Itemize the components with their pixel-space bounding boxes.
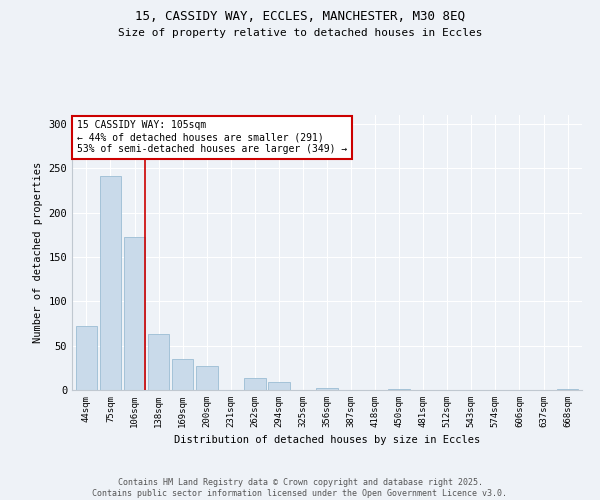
Bar — [557, 389, 578, 390]
Bar — [148, 334, 169, 390]
Bar — [76, 326, 97, 390]
Bar — [172, 359, 193, 390]
Text: 15 CASSIDY WAY: 105sqm
← 44% of detached houses are smaller (291)
53% of semi-de: 15 CASSIDY WAY: 105sqm ← 44% of detached… — [77, 120, 347, 154]
Bar — [244, 378, 266, 390]
Text: 15, CASSIDY WAY, ECCLES, MANCHESTER, M30 8EQ: 15, CASSIDY WAY, ECCLES, MANCHESTER, M30… — [135, 10, 465, 23]
Bar — [268, 382, 290, 390]
Text: Size of property relative to detached houses in Eccles: Size of property relative to detached ho… — [118, 28, 482, 38]
Bar — [100, 176, 121, 390]
Bar — [388, 389, 410, 390]
Text: Contains HM Land Registry data © Crown copyright and database right 2025.
Contai: Contains HM Land Registry data © Crown c… — [92, 478, 508, 498]
X-axis label: Distribution of detached houses by size in Eccles: Distribution of detached houses by size … — [174, 436, 480, 446]
Bar — [124, 236, 145, 390]
Bar — [196, 366, 218, 390]
Bar — [316, 388, 338, 390]
Y-axis label: Number of detached properties: Number of detached properties — [33, 162, 43, 343]
